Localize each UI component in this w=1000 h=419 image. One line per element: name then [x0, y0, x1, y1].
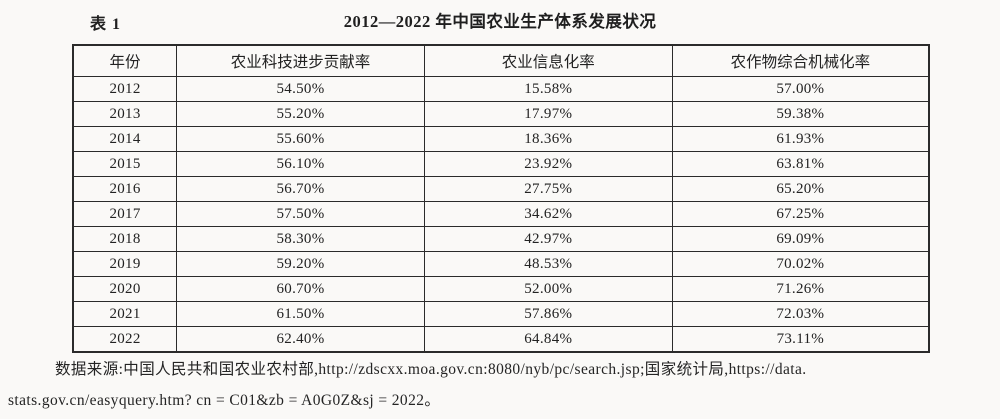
table-row: 2022 62.40% 64.84% 73.11% [72, 326, 930, 353]
value-cell: 34.62% [423, 201, 673, 227]
source-note-line-1: 数据来源:中国人民共和国农业农村部,http://zdscxx.moa.gov.… [55, 361, 807, 378]
value-cell: 56.10% [176, 151, 425, 177]
table-header-row: 年份 农业科技进步贡献率 农业信息化率 农作物综合机械化率 [72, 44, 930, 77]
value-cell: 42.97% [423, 226, 673, 252]
table-caption-row: 表 1 2012—2022 年中国农业生产体系发展状况 [0, 0, 1000, 36]
year-cell: 2018 [72, 226, 178, 252]
year-cell: 2020 [72, 276, 178, 302]
column-header: 农业信息化率 [423, 44, 673, 77]
year-cell: 2016 [72, 176, 178, 202]
value-cell: 15.58% [423, 76, 673, 102]
year-cell: 2013 [72, 101, 178, 127]
page-title: 2012—2022 年中国农业生产体系发展状况 [343, 12, 657, 31]
table-row: 2014 55.60% 18.36% 61.93% [72, 126, 930, 152]
table-row: 2015 56.10% 23.92% 63.81% [72, 151, 930, 177]
value-cell: 69.09% [671, 226, 930, 252]
value-cell: 17.97% [423, 101, 673, 127]
value-cell: 59.38% [671, 101, 930, 127]
value-cell: 55.60% [176, 126, 425, 152]
year-cell: 2014 [72, 126, 178, 152]
value-cell: 52.00% [423, 276, 673, 302]
value-cell: 61.50% [176, 301, 425, 327]
year-cell: 2017 [72, 201, 178, 227]
value-cell: 70.02% [671, 251, 930, 277]
table-header: 年份 农业科技进步贡献率 农业信息化率 农作物综合机械化率 [72, 44, 930, 77]
table-row: 2013 55.20% 17.97% 59.38% [72, 101, 930, 127]
column-header: 农业科技进步贡献率 [176, 44, 425, 77]
value-cell: 58.30% [176, 226, 425, 252]
table-row: 2017 57.50% 34.62% 67.25% [72, 201, 930, 227]
value-cell: 18.36% [423, 126, 673, 152]
value-cell: 59.20% [176, 251, 425, 277]
table-number-label: 表 1 [90, 16, 122, 33]
value-cell: 73.11% [671, 326, 930, 353]
value-cell: 55.20% [176, 101, 425, 127]
table-row: 2021 61.50% 57.86% 72.03% [72, 301, 930, 327]
table-row: 2012 54.50% 15.58% 57.00% [72, 76, 930, 102]
value-cell: 62.40% [176, 326, 425, 353]
value-cell: 57.00% [671, 76, 930, 102]
year-cell: 2012 [72, 76, 178, 102]
value-cell: 60.70% [176, 276, 425, 302]
year-cell: 2021 [72, 301, 178, 327]
table-row: 2018 58.30% 42.97% 69.09% [72, 226, 930, 252]
column-header: 年份 [72, 44, 178, 77]
value-cell: 57.50% [176, 201, 425, 227]
value-cell: 65.20% [671, 176, 930, 202]
source-note-line-2: stats.gov.cn/easyquery.htm? cn = C01&zb … [8, 392, 441, 409]
value-cell: 48.53% [423, 251, 673, 277]
table-row: 2020 60.70% 52.00% 71.26% [72, 276, 930, 302]
year-cell: 2019 [72, 251, 178, 277]
table-body: 2012 54.50% 15.58% 57.00% 2013 55.20% 17.97% 59… [72, 76, 930, 353]
development-status-table: 年份 农业科技进步贡献率 农业信息化率 农作物综合机械化率 2012 54.50% 15.… [72, 44, 930, 353]
value-cell: 57.86% [423, 301, 673, 327]
table-row: 2019 59.20% 48.53% 70.02% [72, 251, 930, 277]
value-cell: 56.70% [176, 176, 425, 202]
value-cell: 27.75% [423, 176, 673, 202]
data-source-note: 数据来源:中国人民共和国农业农村部,http://zdscxx.moa.gov.… [8, 354, 992, 416]
year-cell: 2015 [72, 151, 178, 177]
value-cell: 61.93% [671, 126, 930, 152]
table-row: 2016 56.70% 27.75% 65.20% [72, 176, 930, 202]
column-header: 农作物综合机械化率 [671, 44, 930, 77]
value-cell: 63.81% [671, 151, 930, 177]
value-cell: 72.03% [671, 301, 930, 327]
value-cell: 64.84% [423, 326, 673, 353]
year-cell: 2022 [72, 326, 178, 353]
value-cell: 54.50% [176, 76, 425, 102]
value-cell: 23.92% [423, 151, 673, 177]
value-cell: 67.25% [671, 201, 930, 227]
value-cell: 71.26% [671, 276, 930, 302]
